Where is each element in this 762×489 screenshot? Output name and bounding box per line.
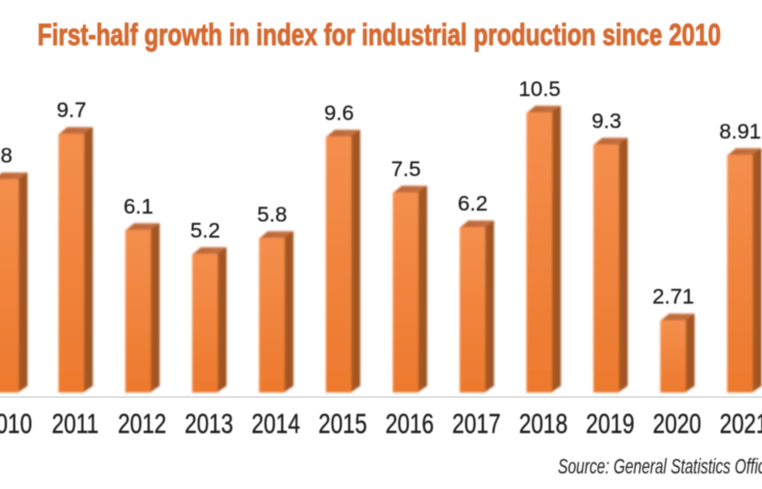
svg-text:8: 8	[1, 144, 13, 168]
svg-text:2021: 2021	[720, 409, 762, 440]
svg-text:2012: 2012	[118, 409, 167, 440]
svg-text:5.8: 5.8	[257, 202, 287, 226]
svg-text:Source: General Statistics Off: Source: General Statistics Office	[558, 454, 762, 478]
svg-text:7.5: 7.5	[391, 157, 421, 181]
svg-text:9.6: 9.6	[324, 101, 354, 125]
svg-text:9.3: 9.3	[592, 109, 622, 133]
svg-text:2020: 2020	[653, 409, 702, 440]
svg-text:2017: 2017	[452, 409, 501, 440]
svg-text:2016: 2016	[385, 409, 434, 440]
svg-text:9.7: 9.7	[57, 98, 87, 122]
svg-text:First-half growth in index for: First-half growth in index for industria…	[38, 17, 721, 52]
svg-text:2019: 2019	[586, 409, 635, 440]
svg-text:2018: 2018	[519, 409, 568, 440]
svg-text:2015: 2015	[318, 409, 367, 440]
svg-text:2014: 2014	[252, 409, 301, 440]
svg-text:2013: 2013	[185, 409, 234, 440]
svg-text:6.2: 6.2	[458, 192, 488, 216]
svg-text:2011: 2011	[52, 409, 99, 440]
svg-text:2010: 2010	[0, 409, 32, 440]
svg-text:2.71: 2.71	[652, 285, 694, 309]
svg-text:10.5: 10.5	[519, 77, 561, 101]
svg-text:8.91: 8.91	[719, 119, 761, 143]
svg-text:5.2: 5.2	[190, 218, 220, 242]
svg-text:6.1: 6.1	[123, 194, 153, 218]
